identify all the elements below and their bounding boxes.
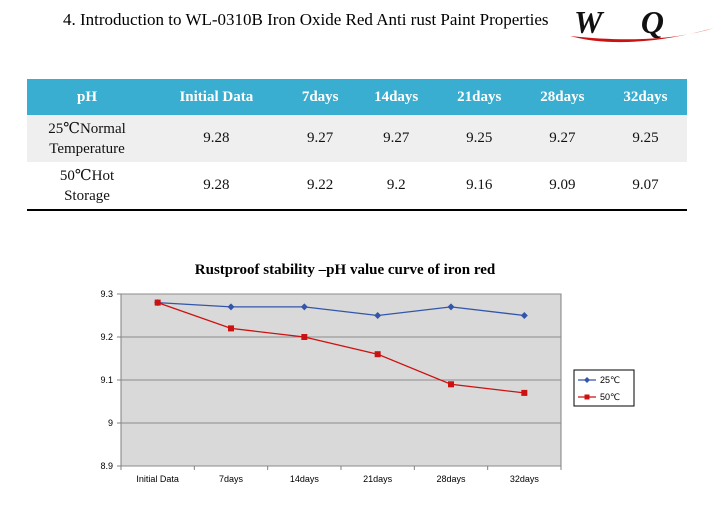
- legend-marker: [584, 377, 590, 383]
- data-point: [374, 351, 381, 358]
- row-label-line2: Storage: [64, 187, 110, 204]
- x-tick-label: 14days: [290, 474, 320, 484]
- page-title: 4. Introduction to WL-0310B Iron Oxide R…: [63, 10, 549, 29]
- data-point: [520, 312, 528, 319]
- x-tick-label: Initial Data: [136, 474, 179, 484]
- series-line: [157, 301, 525, 317]
- wq-logo: WQ: [570, 6, 714, 43]
- data-point: [227, 303, 235, 311]
- header-14days: 14days: [354, 79, 438, 115]
- legend-box: [573, 369, 635, 407]
- table-cell: 9.25: [603, 115, 687, 162]
- table-cell: 9.27: [520, 115, 604, 162]
- header-28days: 28days: [520, 79, 604, 115]
- header-ph: pH: [27, 79, 147, 115]
- chart-title: Rustproof stability –pH value curve of i…: [194, 262, 496, 278]
- legend-marker: [584, 394, 590, 400]
- x-tick-label: 32days: [510, 474, 540, 484]
- y-tick-label: 9.1: [100, 375, 113, 385]
- row-label-line2: Temperature: [49, 140, 125, 157]
- logo-swoosh: [570, 28, 714, 43]
- data-point: [448, 381, 454, 388]
- table-cell: 9.25: [437, 115, 521, 162]
- x-tick-label: 21days: [363, 474, 393, 484]
- table-row: 50℃Hot Storage 9.28 9.22 9.2 9.16 9.09 9.…: [27, 162, 687, 211]
- row-label: 25℃Normal Temperature: [27, 115, 147, 162]
- table-cell: 9.27: [354, 115, 438, 162]
- x-tick-label: 7days: [219, 474, 244, 484]
- x-tick-label: 28days: [436, 474, 466, 484]
- row-label-line1: 25℃Normal: [48, 120, 126, 137]
- series-line: [157, 301, 525, 394]
- data-point: [154, 299, 161, 306]
- y-tick-label: 8.9: [100, 461, 113, 471]
- table-cell: 9.07: [603, 162, 687, 211]
- ph-table: pH Initial Data 7days 14days 21days 28da…: [27, 79, 687, 211]
- y-tick-label: 9.3: [100, 289, 113, 299]
- data-point: [300, 303, 308, 311]
- table-row: 25℃Normal Temperature 9.28 9.27 9.27 9.25…: [27, 115, 687, 162]
- table-cell: 9.28: [147, 115, 286, 162]
- header-7days: 7days: [285, 79, 355, 115]
- legend-label: 25℃: [600, 375, 620, 385]
- table-cell: 9.22: [285, 162, 355, 211]
- table-cell: 9.16: [437, 162, 521, 211]
- header-initial-data: Initial Data: [147, 79, 286, 115]
- data-point: [301, 334, 308, 340]
- data-point: [228, 325, 234, 332]
- data-point: [521, 389, 528, 396]
- data-point: [447, 303, 455, 311]
- data-point: [374, 312, 382, 319]
- row-label: 50℃Hot Storage: [27, 162, 147, 211]
- table-cell: 9.28: [147, 162, 286, 211]
- y-tick-label: 9.2: [100, 332, 113, 342]
- y-tick-label: 9: [108, 418, 113, 428]
- table-cell: 9.2: [354, 162, 438, 211]
- table-cell: 9.27: [285, 115, 355, 162]
- header-21days: 21days: [437, 79, 521, 115]
- table-cell: 9.09: [520, 162, 604, 211]
- table-header-row: pH Initial Data 7days 14days 21days 28da…: [27, 79, 687, 115]
- row-label-line1: 50℃Hot: [59, 167, 115, 184]
- legend-label: 50℃: [600, 392, 620, 402]
- header-32days: 32days: [603, 79, 687, 115]
